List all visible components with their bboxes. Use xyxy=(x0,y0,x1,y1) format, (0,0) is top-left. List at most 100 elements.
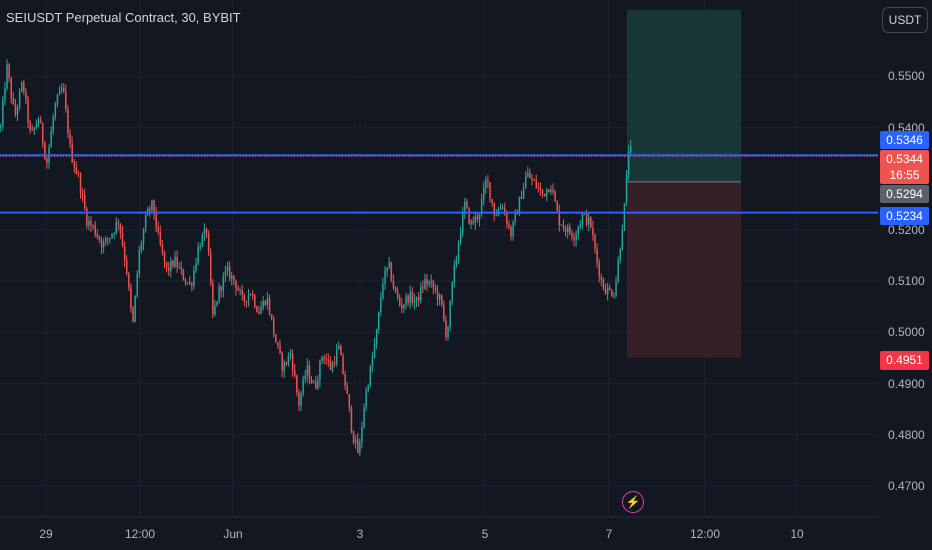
candle xyxy=(197,242,199,266)
horizontal-lines[interactable] xyxy=(0,154,878,214)
candle xyxy=(577,225,579,240)
candle xyxy=(163,250,166,269)
candle xyxy=(497,206,500,217)
candle xyxy=(333,355,336,368)
currency-button[interactable]: USDT xyxy=(882,7,928,33)
candle xyxy=(501,204,504,211)
candle xyxy=(54,101,57,121)
candle xyxy=(464,197,466,219)
candle xyxy=(109,237,111,244)
candle xyxy=(245,300,248,308)
candle xyxy=(304,369,306,384)
candle xyxy=(409,285,411,309)
y-tick-label: 0.5000 xyxy=(888,325,925,340)
candle xyxy=(388,256,390,270)
candle xyxy=(247,289,250,307)
position-zones[interactable] xyxy=(627,9,741,358)
candle xyxy=(590,216,592,229)
candle xyxy=(514,209,516,226)
y-tick-label: 0.5200 xyxy=(888,223,925,237)
candle xyxy=(279,339,281,355)
candle xyxy=(537,182,540,193)
candle xyxy=(602,277,605,291)
candle xyxy=(401,298,403,314)
candle xyxy=(411,287,414,306)
candle xyxy=(98,235,101,243)
candle xyxy=(325,353,327,365)
candle xyxy=(556,200,558,213)
candle xyxy=(562,219,565,232)
candle xyxy=(264,300,267,307)
candle xyxy=(226,261,229,276)
candle xyxy=(546,187,548,202)
candle xyxy=(382,277,384,301)
candle xyxy=(485,176,487,194)
candle xyxy=(342,352,344,375)
candle xyxy=(525,170,527,189)
candle xyxy=(407,294,409,307)
candle xyxy=(472,216,474,226)
candle xyxy=(27,95,29,129)
candle xyxy=(239,287,241,296)
candle xyxy=(65,84,67,113)
candle xyxy=(159,225,162,247)
candle xyxy=(176,250,178,273)
candle xyxy=(483,181,485,206)
candle xyxy=(33,126,36,136)
y-tick-label: 0.4800 xyxy=(888,427,925,442)
candle xyxy=(283,359,285,378)
target-zone[interactable] xyxy=(627,9,741,182)
candle xyxy=(438,293,441,306)
candle xyxy=(476,211,479,223)
candle xyxy=(243,293,246,307)
candle xyxy=(394,285,397,294)
candle xyxy=(67,105,69,139)
candle xyxy=(270,313,273,321)
candle xyxy=(2,95,4,131)
candle xyxy=(252,290,254,301)
candle xyxy=(113,231,115,240)
candle xyxy=(39,116,42,124)
candle xyxy=(621,224,624,251)
candle xyxy=(178,262,180,269)
candle xyxy=(457,240,460,264)
candle xyxy=(554,189,556,203)
candle xyxy=(539,182,542,196)
candle xyxy=(434,283,437,294)
candle xyxy=(128,271,130,291)
lightning-icon[interactable]: ⚡ xyxy=(622,491,644,513)
candle xyxy=(352,430,355,445)
candle xyxy=(378,311,380,334)
candle xyxy=(357,433,359,454)
candle xyxy=(627,145,630,181)
candle xyxy=(115,217,117,236)
candle xyxy=(520,190,523,199)
candle xyxy=(107,237,109,246)
candle xyxy=(249,293,252,296)
candle xyxy=(399,294,401,307)
candle xyxy=(151,200,153,214)
candle xyxy=(52,113,54,135)
candle xyxy=(42,122,44,148)
candle xyxy=(298,388,300,412)
candle xyxy=(235,279,237,296)
candle xyxy=(606,282,609,301)
candle xyxy=(155,206,157,233)
candle xyxy=(224,265,227,283)
candle xyxy=(46,156,48,169)
candle xyxy=(96,229,99,240)
candle xyxy=(529,168,531,179)
chart-title: SEIUSDT Perpetual Contract, 30, BYBIT xyxy=(6,10,241,25)
candle xyxy=(478,213,481,227)
candle xyxy=(105,235,107,246)
candle xyxy=(134,295,136,323)
candle xyxy=(319,359,321,388)
stop-zone[interactable] xyxy=(627,181,741,358)
candle xyxy=(237,285,239,292)
candle xyxy=(216,301,218,307)
candle xyxy=(567,223,569,239)
candle xyxy=(403,303,405,313)
candle xyxy=(560,224,563,226)
candle xyxy=(522,182,525,200)
